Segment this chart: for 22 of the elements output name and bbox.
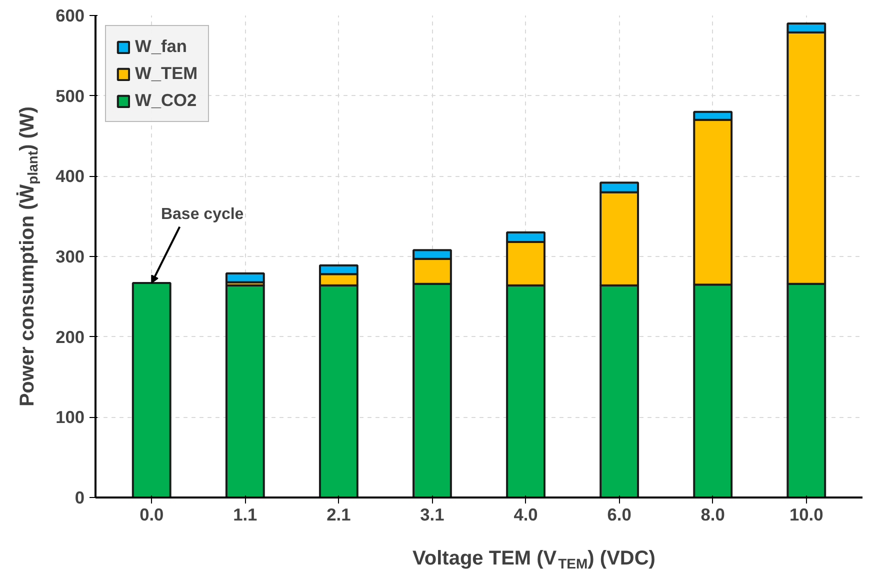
y-tick-label: 600 (56, 6, 85, 26)
bar (225, 284, 265, 498)
x-tick-label: 10.0 (790, 504, 824, 524)
x-tick-label: 2.1 (326, 504, 352, 524)
x-tick-label: 1.1 (233, 504, 258, 524)
y-tick-label: 400 (56, 166, 85, 186)
bar (132, 282, 172, 498)
y-tick-label: 200 (56, 326, 85, 347)
bar (225, 272, 265, 284)
x-tick-label: 4.0 (514, 504, 538, 524)
x-tick-label: 0.0 (140, 504, 164, 524)
y-tick-label: 0 (74, 488, 85, 508)
y-tick-label: 100 (56, 407, 85, 428)
legend-label: W_TEM (135, 63, 198, 84)
y-tick-label: 300 (56, 246, 85, 266)
legend-label: W_CO2 (135, 90, 197, 111)
annotation: Base cycle (160, 206, 244, 223)
y-tick-label: 500 (56, 86, 85, 106)
legend-label: W_fan (135, 36, 187, 57)
x-tick-label: 8.0 (700, 504, 725, 524)
x-tick-label: 3.1 (420, 504, 445, 524)
x-tick-label: 6.0 (607, 504, 632, 524)
